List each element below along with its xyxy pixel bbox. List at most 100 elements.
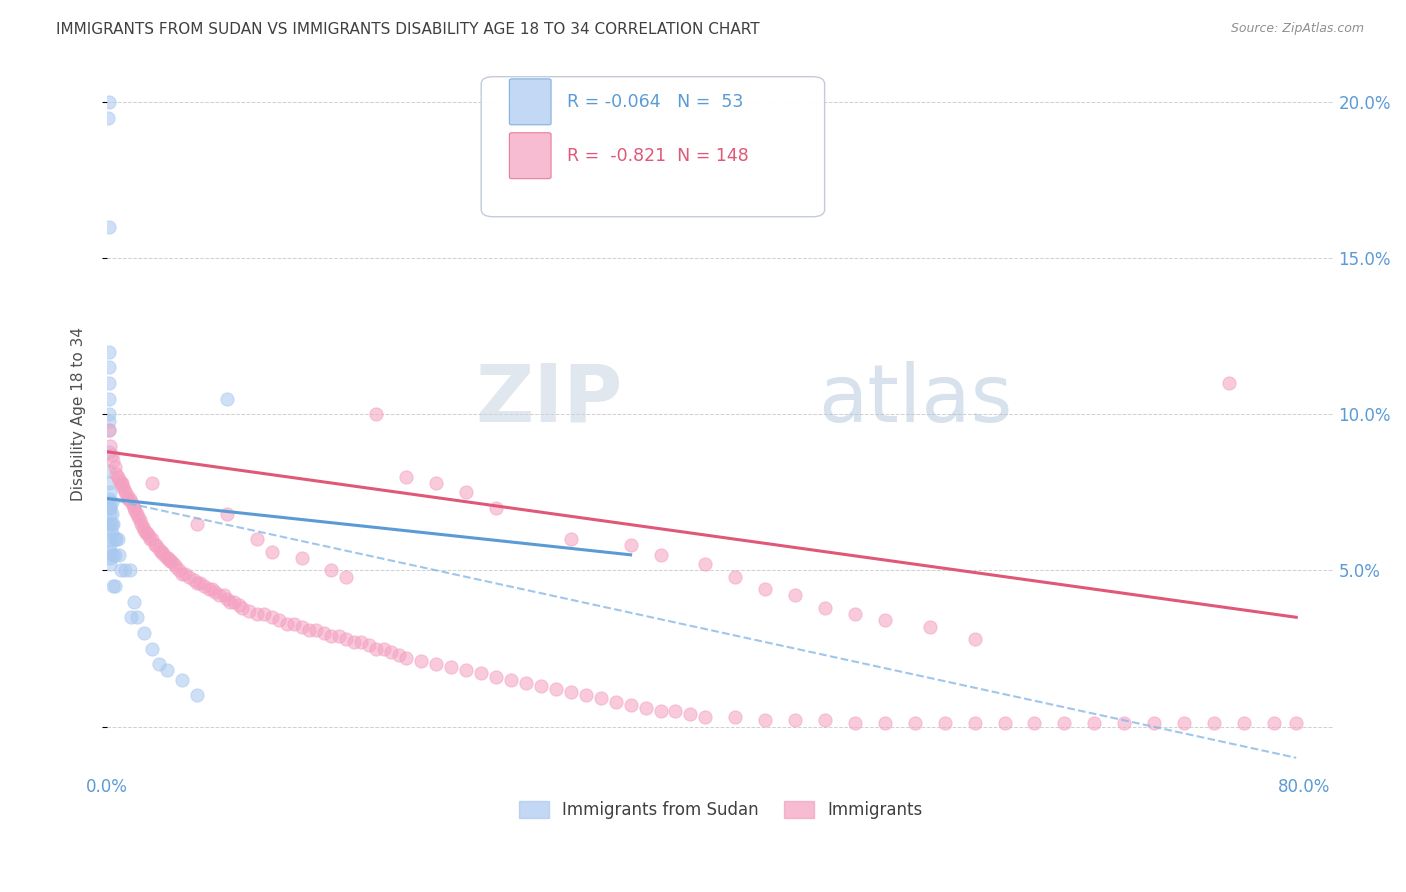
Point bbox=[215, 392, 238, 406]
Point bbox=[188, 576, 211, 591]
Point bbox=[1233, 716, 1256, 731]
Point bbox=[212, 589, 235, 603]
Point bbox=[121, 498, 143, 512]
Point bbox=[238, 604, 260, 618]
Point bbox=[454, 664, 477, 678]
Point bbox=[98, 407, 121, 421]
Point bbox=[183, 573, 205, 587]
Point bbox=[425, 657, 447, 672]
Point bbox=[1143, 716, 1166, 731]
Point bbox=[117, 491, 139, 506]
FancyBboxPatch shape bbox=[509, 133, 551, 178]
Point bbox=[373, 641, 395, 656]
Point bbox=[97, 95, 120, 109]
Point bbox=[290, 620, 312, 634]
Point bbox=[425, 475, 447, 490]
Point bbox=[218, 595, 240, 609]
Point bbox=[228, 598, 250, 612]
Point bbox=[112, 482, 135, 496]
Point bbox=[111, 479, 134, 493]
Point bbox=[103, 548, 125, 562]
Point bbox=[208, 589, 231, 603]
Point bbox=[620, 538, 643, 552]
Point bbox=[335, 632, 357, 647]
Point bbox=[499, 673, 522, 687]
Point bbox=[131, 516, 153, 531]
Point bbox=[1083, 716, 1105, 731]
Point bbox=[695, 710, 717, 724]
Point bbox=[328, 629, 350, 643]
Point bbox=[98, 360, 121, 375]
Point bbox=[124, 504, 146, 518]
Point bbox=[153, 548, 176, 562]
Point bbox=[1173, 716, 1195, 731]
Point bbox=[98, 485, 121, 500]
Point bbox=[283, 616, 305, 631]
Point bbox=[134, 523, 156, 537]
Point bbox=[724, 710, 747, 724]
Point bbox=[98, 376, 121, 390]
Point bbox=[388, 648, 411, 662]
Point bbox=[167, 564, 190, 578]
Point bbox=[963, 632, 986, 647]
Text: IMMIGRANTS FROM SUDAN VS IMMIGRANTS DISABILITY AGE 18 TO 34 CORRELATION CHART: IMMIGRANTS FROM SUDAN VS IMMIGRANTS DISA… bbox=[56, 22, 759, 37]
Point bbox=[103, 460, 125, 475]
Point bbox=[103, 579, 125, 593]
Point bbox=[269, 614, 291, 628]
Point bbox=[173, 566, 195, 581]
Point bbox=[105, 532, 128, 546]
Y-axis label: Disability Age 18 to 34: Disability Age 18 to 34 bbox=[72, 327, 86, 501]
Point bbox=[143, 538, 166, 552]
Point bbox=[204, 585, 226, 599]
Point bbox=[918, 620, 941, 634]
Point bbox=[224, 595, 246, 609]
FancyBboxPatch shape bbox=[509, 78, 551, 125]
Point bbox=[201, 582, 224, 597]
Point bbox=[664, 704, 686, 718]
Point bbox=[98, 532, 121, 546]
Point bbox=[186, 516, 208, 531]
Point bbox=[101, 548, 124, 562]
Point bbox=[754, 582, 776, 597]
Point bbox=[98, 516, 121, 531]
Point bbox=[544, 682, 567, 697]
Point bbox=[179, 570, 201, 584]
Text: R = -0.064   N =  53: R = -0.064 N = 53 bbox=[567, 93, 744, 111]
Point bbox=[165, 560, 187, 574]
Point bbox=[98, 538, 121, 552]
Point bbox=[963, 716, 986, 731]
Point bbox=[163, 558, 186, 572]
Point bbox=[170, 673, 193, 687]
Point bbox=[1114, 716, 1136, 731]
Point bbox=[754, 714, 776, 728]
Point bbox=[139, 532, 162, 546]
Point bbox=[814, 714, 837, 728]
Point bbox=[98, 550, 121, 565]
Point bbox=[110, 475, 132, 490]
Point bbox=[97, 111, 120, 125]
Point bbox=[160, 554, 183, 568]
Point bbox=[215, 591, 238, 606]
Point bbox=[136, 525, 159, 540]
Point bbox=[650, 548, 672, 562]
Point bbox=[814, 601, 837, 615]
Point bbox=[197, 582, 219, 597]
Point bbox=[993, 716, 1015, 731]
FancyBboxPatch shape bbox=[481, 77, 824, 217]
Point bbox=[679, 707, 702, 722]
Point bbox=[157, 550, 180, 565]
Point bbox=[231, 601, 253, 615]
Point bbox=[312, 626, 335, 640]
Point bbox=[125, 507, 148, 521]
Point bbox=[98, 516, 121, 531]
Point bbox=[321, 629, 343, 643]
Point bbox=[589, 691, 612, 706]
Point bbox=[105, 467, 128, 481]
Text: Source: ZipAtlas.com: Source: ZipAtlas.com bbox=[1230, 22, 1364, 36]
Point bbox=[108, 548, 131, 562]
Point bbox=[366, 641, 388, 656]
Point bbox=[98, 544, 121, 558]
Point bbox=[148, 541, 170, 556]
Point bbox=[98, 491, 121, 506]
Point bbox=[98, 392, 121, 406]
